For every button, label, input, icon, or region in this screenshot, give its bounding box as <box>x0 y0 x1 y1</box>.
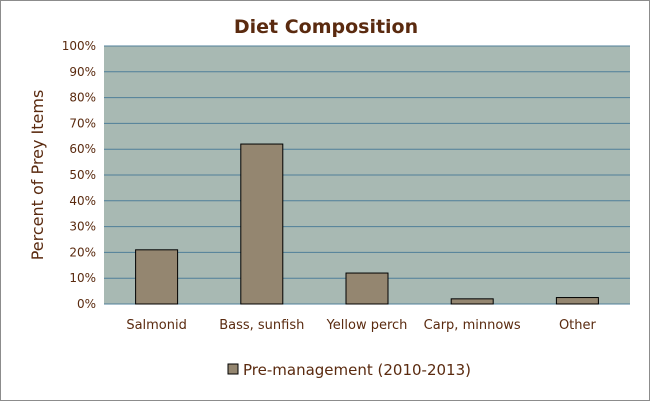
bar-salmonid <box>135 249 179 305</box>
y-tick-label: 90% <box>69 65 96 79</box>
chart-title: Diet Composition <box>234 16 418 38</box>
legend-swatch <box>227 363 239 375</box>
y-tick-label: 30% <box>69 220 96 234</box>
bar-yellow-perch <box>345 272 389 305</box>
y-axis-ticks: 0% 10% 20% 30% 40% 50% 60% 70% 80% 90% 100% <box>62 39 96 311</box>
bar-other <box>555 297 599 305</box>
y-tick-label: 20% <box>69 245 96 259</box>
y-axis-label: Percent of Prey Items <box>28 90 47 261</box>
y-tick-label: 70% <box>69 116 96 130</box>
y-tick-label: 0% <box>77 297 96 311</box>
x-tick-label: Salmonid <box>126 318 187 333</box>
x-tick-label: Other <box>559 318 597 333</box>
x-axis-ticks: Salmonid Bass, sunfish Yellow perch Carp, m… <box>126 318 596 333</box>
y-tick-label: 80% <box>69 91 96 105</box>
gridlines <box>104 45 630 305</box>
legend-label: Pre-management (2010-2013) <box>243 361 471 379</box>
legend: Pre-management (2010-2013) <box>227 361 471 379</box>
y-tick-label: 100% <box>62 39 96 53</box>
x-tick-label: Carp, minnows <box>424 318 521 333</box>
y-tick-label: 50% <box>69 168 96 182</box>
bar-carp-minnows <box>450 298 494 305</box>
y-tick-label: 10% <box>69 271 96 285</box>
y-tick-label: 40% <box>69 194 96 208</box>
x-tick-label: Yellow perch <box>326 318 408 333</box>
bars <box>135 143 599 305</box>
y-tick-label: 60% <box>69 142 96 156</box>
x-tick-label: Bass, sunfish <box>219 318 304 333</box>
bar-bass-sunfish <box>240 143 284 305</box>
